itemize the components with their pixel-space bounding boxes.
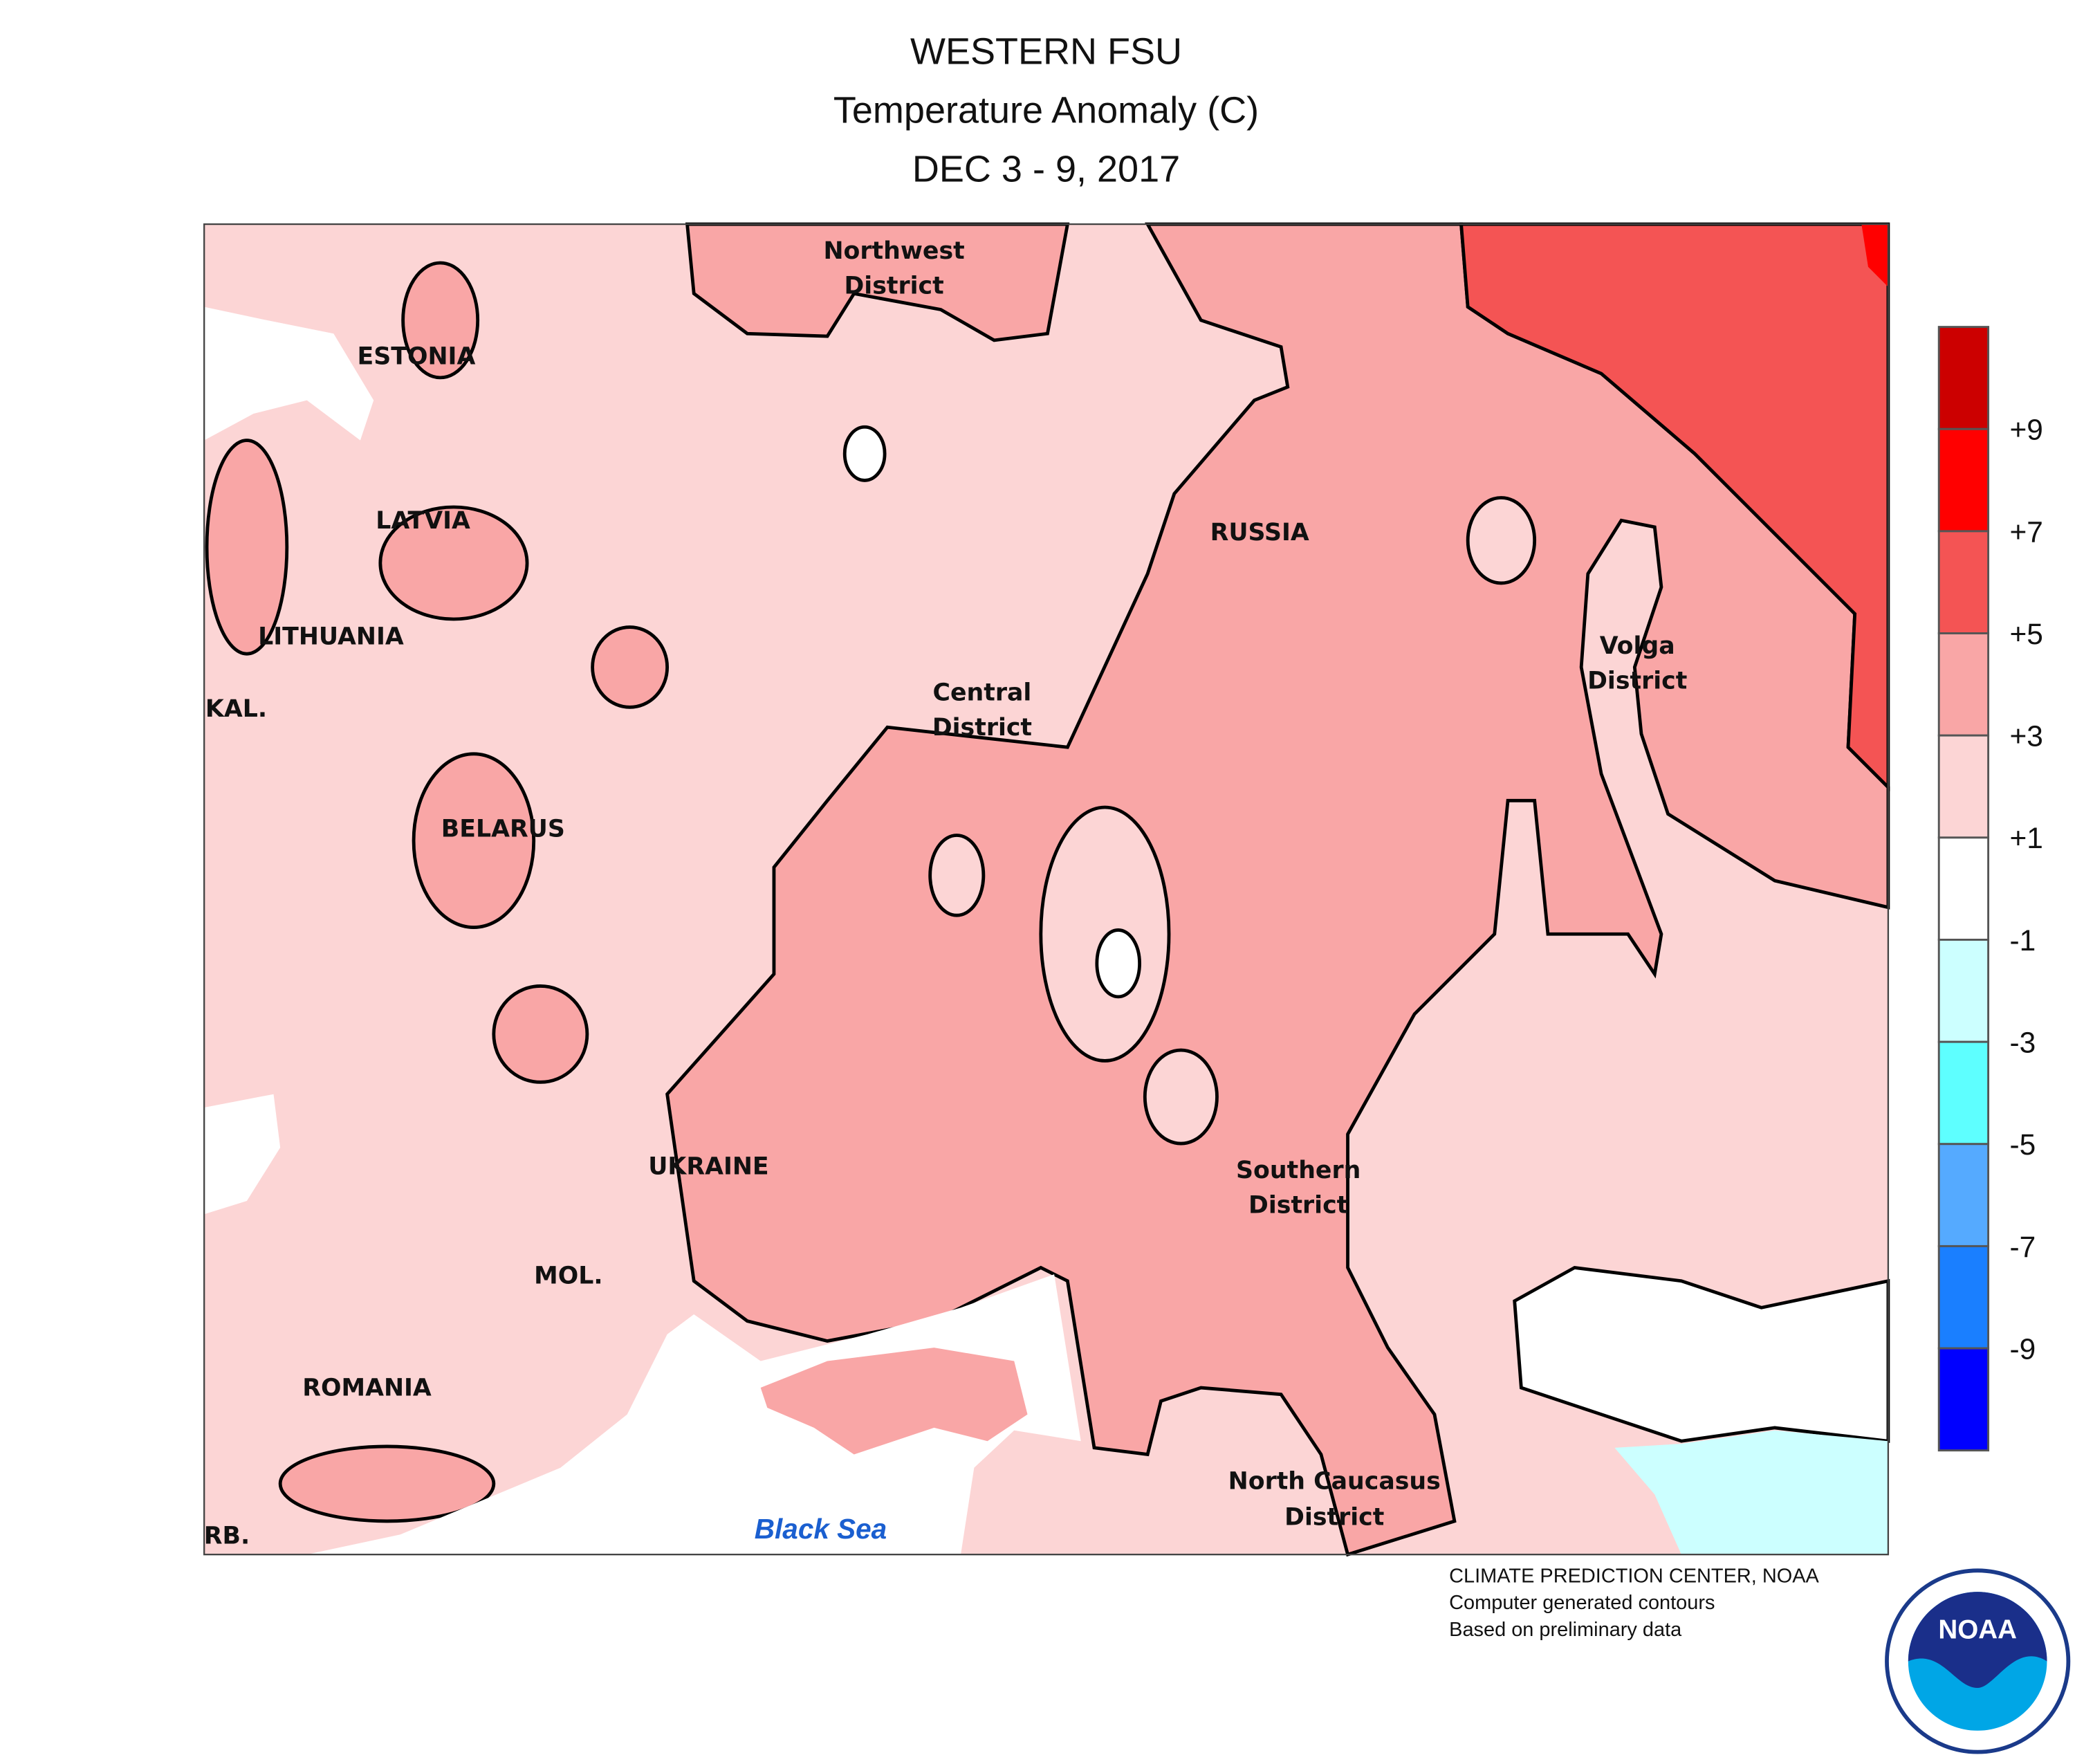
contour-region — [1614, 1430, 1888, 1555]
contour-region — [412, 752, 536, 929]
region-label: Northwest — [823, 237, 964, 265]
sea-area — [204, 306, 374, 441]
region-label: BELARUS — [441, 815, 565, 843]
legend: +9 +7 +5 +3 +1 -1 -3 -5 -7 -9 — [1937, 326, 2043, 1452]
contour-region — [1466, 496, 1537, 585]
contour-region — [205, 439, 289, 656]
legend-swatch — [1937, 1244, 1990, 1350]
credit: Computer generated contours — [1449, 1592, 1715, 1614]
contour-region — [378, 505, 529, 621]
region-label: ESTONIA — [358, 343, 476, 371]
map: Northwest District ESTONIA LATVIA LITHUA… — [203, 222, 1890, 1557]
region-label: North Caucasus — [1228, 1468, 1441, 1496]
region-label: Southern — [1236, 1157, 1361, 1184]
legend-label: -5 — [2009, 1128, 2036, 1161]
region-label: RB. — [204, 1523, 250, 1550]
legend-label: -9 — [2009, 1332, 2036, 1365]
contour-region — [1095, 928, 1141, 999]
sea-area — [204, 1094, 281, 1215]
region-label: Central — [933, 679, 1032, 707]
contour-region — [278, 1444, 496, 1523]
legend-label: +7 — [2009, 515, 2042, 548]
logo: NOAA — [1885, 1568, 2071, 1754]
map-frame — [203, 223, 1890, 1556]
region-label: ROMANIA — [302, 1375, 432, 1402]
legend-swatch — [1937, 1040, 1990, 1146]
region-label: District — [1248, 1191, 1348, 1219]
contour-region — [1143, 1048, 1219, 1146]
logo-top — [1908, 1592, 2047, 1689]
region-label: LITHUANIA — [258, 623, 404, 651]
region-label: District — [845, 272, 944, 300]
sea-area — [306, 1274, 1081, 1555]
crimea — [760, 1348, 1028, 1455]
contour-region — [928, 834, 986, 917]
credit: Based on preliminary data — [1449, 1619, 1682, 1641]
contour-region — [685, 222, 1070, 342]
legend-label: -3 — [2009, 1027, 2036, 1059]
credit: CLIMATE PREDICTION CENTER, NOAA — [1449, 1565, 1819, 1588]
region-label: KAL. — [205, 695, 267, 723]
legend-swatch — [1937, 530, 1990, 634]
legend-swatch — [1937, 1347, 1990, 1452]
legend-swatch — [1937, 836, 1990, 941]
legend-label: +9 — [2009, 414, 2042, 446]
region-label: District — [1284, 1504, 1384, 1532]
legend-swatch — [1937, 734, 1990, 839]
region-label: UKRAINE — [648, 1152, 768, 1180]
legend-label: +5 — [2009, 618, 2042, 650]
contour-region — [1861, 224, 1888, 287]
region-label: District — [1587, 667, 1687, 695]
title: WESTERN FSU — [910, 31, 1182, 73]
legend-label: +1 — [2009, 822, 2042, 854]
region-label: District — [932, 714, 1032, 742]
legend-swatch — [1937, 1143, 1990, 1247]
region-label: LATVIA — [376, 507, 470, 535]
contour-region — [492, 984, 589, 1084]
legend-swatch — [1937, 632, 1990, 737]
region-label: RUSSIA — [1210, 519, 1309, 546]
legend-swatch — [1937, 326, 1990, 430]
logo-text: NOAA — [1938, 1615, 2017, 1645]
date: DEC 3 - 9, 2017 — [912, 148, 1180, 190]
sea-label: Black Sea — [755, 1513, 887, 1545]
contour-region — [401, 261, 480, 380]
legend-swatch — [1937, 428, 1990, 533]
region-label: Volga — [1600, 632, 1675, 660]
legend-label: -7 — [2009, 1231, 2036, 1263]
subtitle: Temperature Anomaly (C) — [833, 89, 1259, 131]
legend-label: -1 — [2009, 924, 2036, 957]
contour-region — [591, 625, 670, 709]
contour-region — [842, 425, 887, 482]
legend-label: +3 — [2009, 720, 2042, 753]
region-label: MOL. — [534, 1262, 602, 1290]
contour-region — [1039, 805, 1171, 1063]
legend-swatch — [1937, 939, 1990, 1043]
